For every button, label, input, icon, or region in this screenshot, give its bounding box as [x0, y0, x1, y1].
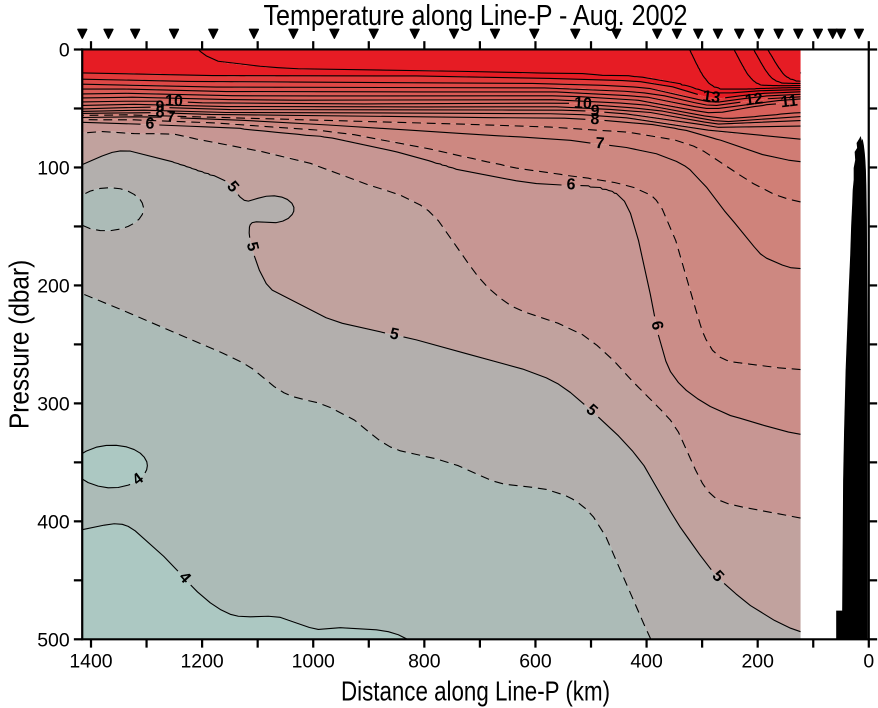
svg-text:200: 200	[741, 650, 774, 672]
svg-text:8: 8	[590, 111, 600, 128]
svg-text:200: 200	[37, 275, 70, 297]
svg-text:1400: 1400	[69, 650, 112, 672]
svg-text:800: 800	[408, 650, 441, 672]
svg-text:11: 11	[780, 93, 799, 112]
svg-text:500: 500	[37, 629, 70, 651]
svg-text:300: 300	[37, 393, 70, 415]
svg-text:Pressure (dbar): Pressure (dbar)	[4, 260, 35, 429]
svg-text:12: 12	[744, 90, 764, 109]
svg-text:5: 5	[243, 240, 262, 253]
svg-text:5: 5	[388, 325, 400, 344]
svg-text:1200: 1200	[180, 650, 223, 672]
svg-text:100: 100	[37, 158, 70, 180]
svg-text:0: 0	[863, 650, 874, 672]
svg-text:0: 0	[59, 40, 70, 62]
svg-text:10: 10	[165, 93, 183, 111]
svg-text:6: 6	[566, 176, 576, 193]
svg-text:13: 13	[701, 88, 721, 107]
svg-text:10: 10	[574, 95, 593, 113]
svg-text:6: 6	[648, 320, 666, 332]
svg-text:9: 9	[155, 98, 164, 115]
svg-text:7: 7	[595, 135, 605, 153]
svg-text:400: 400	[37, 511, 70, 533]
svg-text:1000: 1000	[292, 650, 335, 672]
svg-text:Temperature along Line-P - Aug: Temperature along Line-P - Aug. 2002	[263, 0, 687, 32]
svg-text:400: 400	[630, 650, 663, 672]
svg-text:8: 8	[155, 104, 164, 121]
svg-text:7: 7	[166, 109, 176, 126]
svg-text:Distance along Line-P (km): Distance along Line-P (km)	[341, 675, 610, 706]
svg-text:600: 600	[519, 650, 552, 672]
svg-text:9: 9	[590, 103, 600, 121]
svg-text:6: 6	[145, 115, 155, 132]
